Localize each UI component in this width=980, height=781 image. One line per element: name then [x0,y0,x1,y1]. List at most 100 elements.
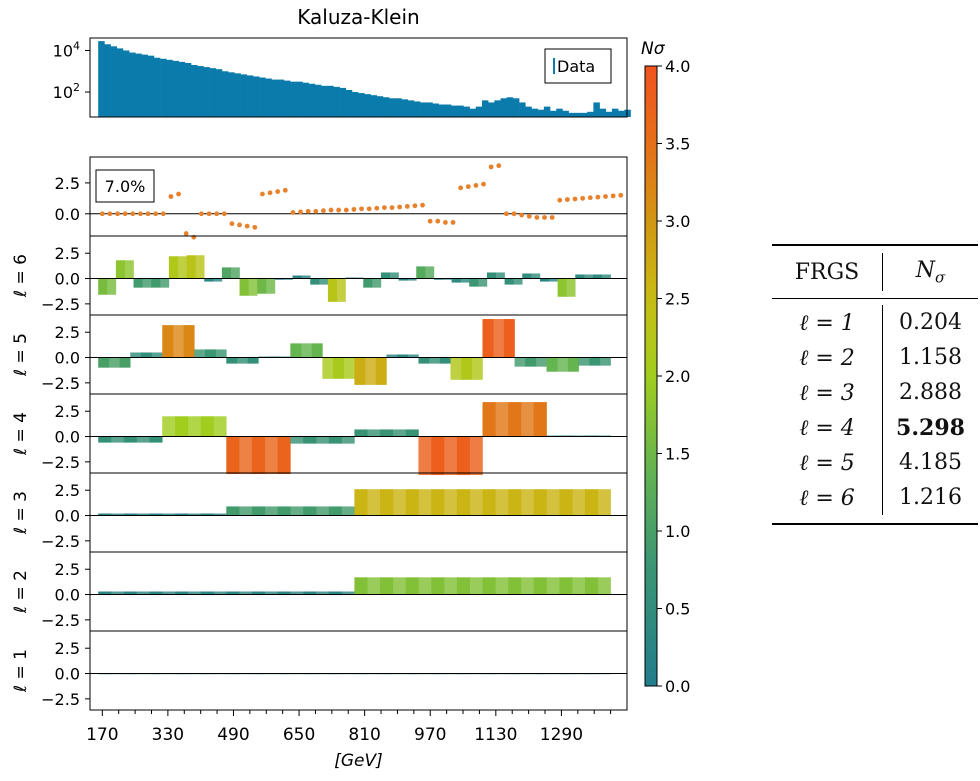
ratio-point [214,211,220,217]
ratio-point [290,210,296,215]
ratio-point [252,224,258,230]
ratio-point [145,211,151,217]
ratio-point [549,215,555,220]
data-bar [122,50,130,118]
frgs-ytick-label: −2.5 [41,453,80,472]
frgs-bar [315,436,330,444]
header-sigma: σ [935,268,946,287]
frgs-bar [136,513,150,516]
frgs-bar [508,489,522,516]
ratio-point [275,189,281,194]
frgs-bar [354,429,368,437]
header-nsigma: Nσ [883,258,978,286]
frgs-ytick-label: 0.0 [55,586,80,605]
frgs-bar [274,278,285,280]
frgs-bar [341,591,355,595]
ratio-point [99,211,105,217]
frgs-bar [160,278,170,288]
frgs-bar [239,506,253,516]
frgs-bar [520,577,535,595]
frgs-bar [136,436,150,443]
ratio-ytick-label: 2.5 [55,174,80,193]
ratio-point [160,211,166,217]
frgs-bar [221,267,232,279]
ratio-point [168,194,174,199]
frgs-bar [495,489,509,516]
frgs-ytick-label: 0.0 [55,665,80,684]
colorbar-tick-label: 3.5 [665,135,690,154]
data-bar [98,41,105,117]
frgs-bar [557,278,567,297]
frgs-bar [277,436,291,475]
kaluza-klein-figure: Kaluza-Klein 104 102 Data 2.5 0.0 7.0% 2.5 0.0 −2… [11,5,690,771]
frgs-bar [546,577,560,595]
data-ytick-label: 104 [53,39,80,60]
data-bar [525,106,532,117]
data-bar [327,85,334,117]
frgs-bar [136,591,150,595]
data-bar [605,111,613,117]
frgs-bar [397,354,409,358]
panel-frame [89,37,628,118]
ratio-point [138,211,143,217]
frgs-bar [572,489,586,516]
ratio-point [618,192,624,198]
frgs-bar [186,255,196,279]
data-bar [271,79,279,117]
frgs-bar [328,506,342,516]
data-bar [376,96,384,117]
frgs-bar [592,274,603,279]
data-bar [321,85,328,117]
frgs-bar [303,591,317,595]
frgs-bar [162,513,176,516]
frgs-bar [450,357,462,380]
data-bar [234,73,241,117]
data-bar [587,111,594,117]
data-bar [488,102,495,117]
ratio-point [526,213,532,219]
data-bar [333,86,340,117]
frgs-bar [444,436,458,476]
frgs-bar [584,577,599,595]
frgs-bar [123,513,137,516]
frgs-bar [597,577,611,595]
data-bar [364,94,371,117]
frgs-bar [495,402,509,437]
data-bar [562,110,569,117]
frgs-bar [98,513,112,516]
x-tick-label: 1290 [540,725,583,745]
data-bar [252,76,260,117]
frgs-bar [303,506,317,516]
data-bar [543,106,551,117]
frgs-bar [405,577,419,595]
frgs-bar [456,436,470,476]
frgs-ytick-label: 2.5 [55,323,80,342]
data-bar [172,60,179,117]
data-bar [221,71,229,117]
data-bar [494,100,501,117]
ratio-point [153,211,159,217]
frgs-panel-label: ℓ = 1 [11,649,31,693]
frgs-bar [333,357,345,379]
frgs-ytick-label: 0.0 [55,349,80,368]
colorbar-tick-label: 2.0 [665,367,690,386]
frgs-bar [578,357,590,366]
data-bar [500,98,508,117]
frgs-bar [471,357,483,380]
frgs-bar [495,577,509,595]
ratio-point [412,203,418,209]
ratio-point [488,164,494,170]
data-bar [593,102,600,117]
frgs-bar [124,260,134,279]
x-tick-label: 1130 [474,725,517,745]
frgs-bar [149,513,163,516]
data-bar [407,100,415,117]
frgs-bar [311,343,323,358]
frgs-bar [354,577,368,595]
frgs-bar [478,278,488,287]
ratio-point [229,221,235,227]
ratio-point [244,223,250,229]
x-axis-label: [GeV] [334,751,383,771]
data-bar [401,99,408,117]
ratio-point [496,163,502,169]
